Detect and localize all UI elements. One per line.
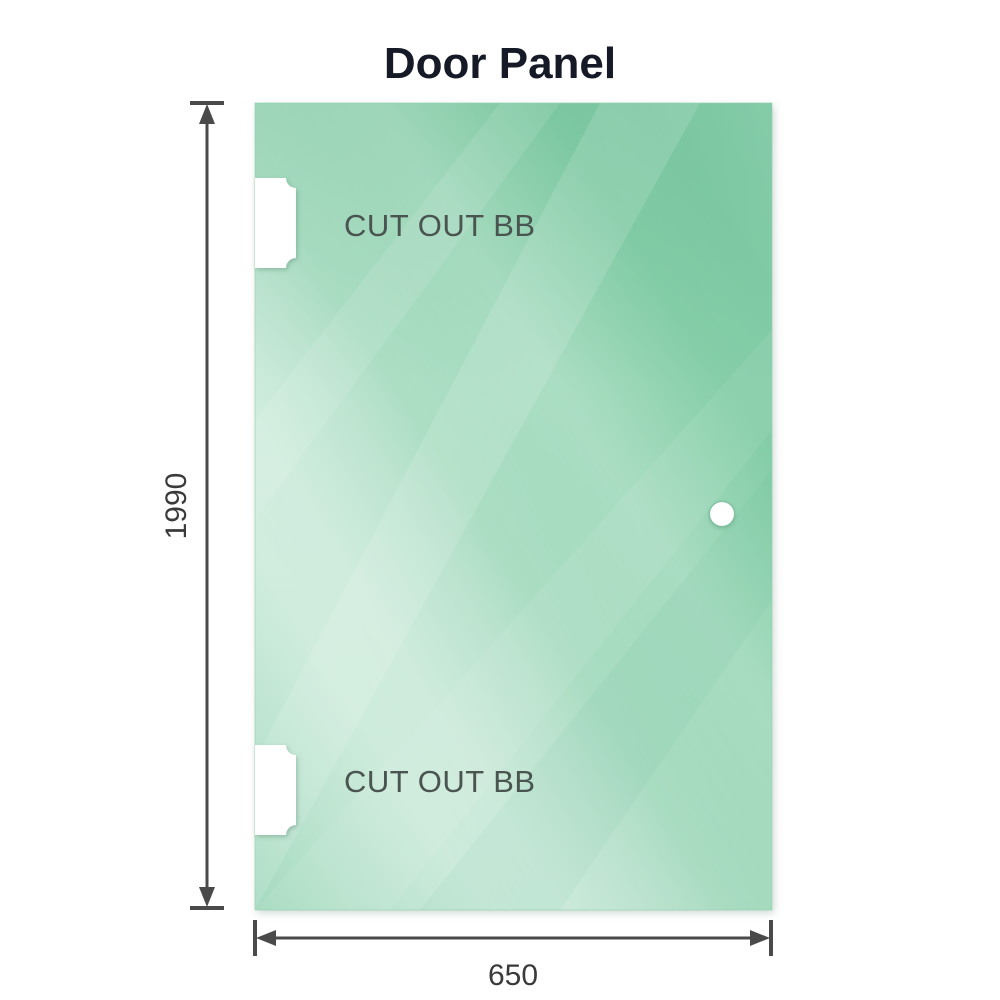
height-arrow-bottom bbox=[199, 887, 215, 907]
panel-edge-outline bbox=[254, 102, 773, 911]
height-arrow-top bbox=[199, 104, 215, 124]
handle-hole-ring bbox=[708, 500, 736, 528]
door-panel bbox=[254, 102, 773, 911]
cut-out-bottom-label: CUT OUT BB bbox=[344, 764, 536, 799]
cut-out-bb-bottom: CUT OUT BB bbox=[255, 745, 536, 835]
cut-out-bottom-shape bbox=[255, 745, 296, 835]
width-dimension-label: 650 bbox=[488, 959, 538, 992]
handle-hole bbox=[708, 500, 736, 528]
reflection-band-4 bbox=[255, 330, 772, 910]
cut-out-bb-top: CUT OUT BB bbox=[255, 178, 536, 268]
vertical-shade-overlay bbox=[255, 103, 772, 910]
width-arrow-right bbox=[750, 930, 770, 946]
cut-out-top-shape bbox=[255, 178, 296, 268]
handle-hole-circle bbox=[709, 501, 735, 527]
reflection-band-3 bbox=[420, 470, 772, 910]
dimension-height: 1990 bbox=[160, 101, 224, 910]
width-arrow-left bbox=[256, 930, 276, 946]
cut-out-top-label: CUT OUT BB bbox=[344, 208, 536, 243]
page-title: Door Panel bbox=[384, 39, 616, 88]
panel-glass-sheen bbox=[255, 103, 772, 910]
reflection-band-1 bbox=[255, 103, 700, 910]
height-dimension-label: 1990 bbox=[160, 473, 193, 540]
dimension-width: 650 bbox=[253, 920, 773, 992]
reflection-band-2 bbox=[255, 103, 560, 520]
